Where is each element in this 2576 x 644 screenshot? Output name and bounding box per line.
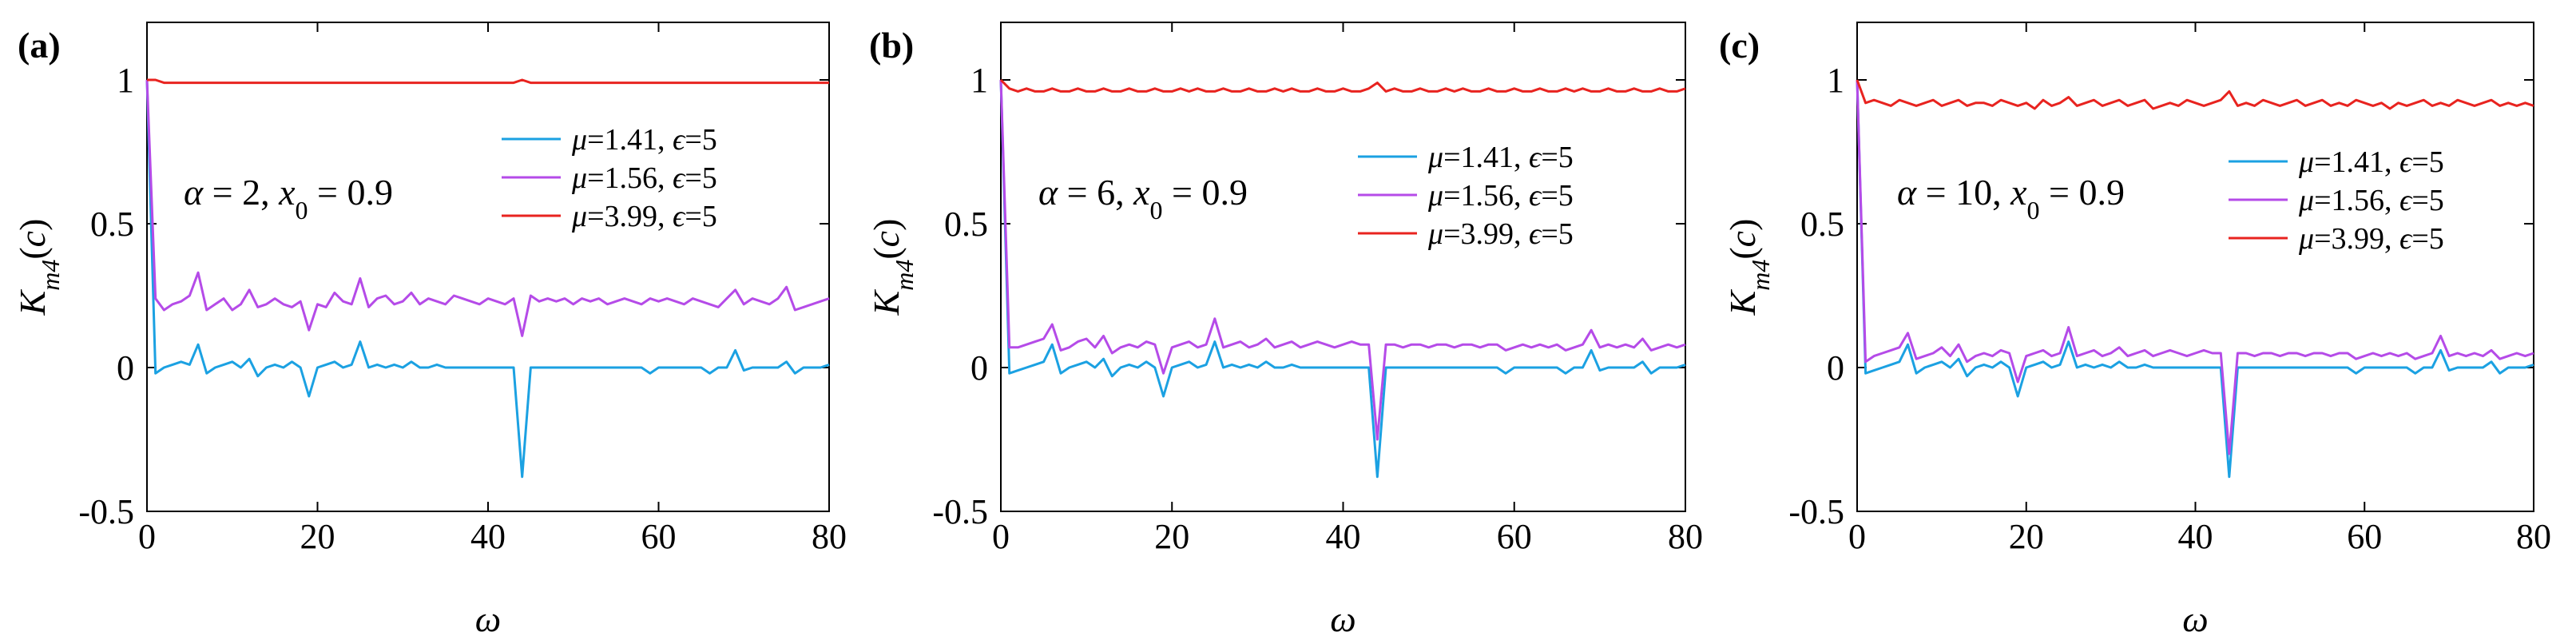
y-tick-label: 1 (117, 61, 134, 100)
y-tick-label: 0 (970, 348, 988, 388)
parameter-annotation: α = 6, x0 = 0.9 (1038, 172, 1248, 225)
legend-label: μ=3.99, ϵ=5 (2298, 222, 2444, 256)
plot-frame (146, 22, 830, 512)
y-tick-label: 0 (1827, 348, 1844, 388)
series-line-3 (147, 78, 829, 85)
legend-label: μ=3.99, ϵ=5 (571, 200, 717, 233)
x-tick-label: 20 (1154, 517, 1189, 556)
x-tick-label: 40 (2178, 517, 2213, 556)
x-tick-label: 80 (1668, 517, 1703, 556)
parameter-annotation: α = 2, x0 = 0.9 (184, 172, 393, 225)
y-tick-label: 1 (970, 61, 988, 100)
legend-label: μ=1.41, ϵ=5 (1427, 141, 1574, 174)
series-line-2 (1856, 79, 2534, 455)
plot-frame (1000, 22, 1686, 512)
x-axis-label: ω (1330, 598, 1355, 639)
y-tick-label: -0.5 (78, 492, 134, 531)
x-tick-label: 0 (1848, 517, 1866, 556)
y-tick-label: 0 (117, 348, 134, 388)
legend: μ=1.41, ϵ=5 μ=1.56, ϵ=5 μ=3.99, ϵ=5 (1358, 141, 1574, 251)
legend: μ=1.41, ϵ=5 μ=1.56, ϵ=5 μ=3.99, ϵ=5 (2229, 145, 2444, 256)
panel-label: (c) (1719, 25, 1760, 66)
panel-label: (b) (869, 25, 914, 66)
x-tick-label: 20 (300, 517, 335, 556)
y-tick-label: 1 (1827, 61, 1844, 100)
x-tick-label: 0 (138, 517, 156, 556)
y-axis-label: Km4(c) (866, 219, 919, 316)
series-line-2 (145, 79, 830, 337)
series-line-2 (999, 79, 1686, 441)
series-line-3 (1856, 79, 2534, 110)
y-tick-label: 0.5 (1800, 205, 1844, 244)
parameter-annotation: α = 10, x0 = 0.9 (1897, 172, 2125, 225)
x-tick-label: 40 (1326, 517, 1361, 556)
x-tick-label: 40 (470, 517, 506, 556)
legend-label: μ=1.56, ϵ=5 (2298, 184, 2444, 217)
legend-label: μ=1.56, ϵ=5 (1427, 179, 1574, 213)
x-tick-label: 60 (1497, 517, 1532, 556)
panel-label: (a) (18, 25, 61, 66)
legend-label: μ=1.41, ϵ=5 (571, 123, 717, 157)
series-line-1 (1856, 79, 2534, 479)
x-tick-label: 0 (992, 517, 1010, 556)
series-line-1 (145, 79, 830, 479)
legend-label: μ=3.99, ϵ=5 (1427, 217, 1574, 251)
x-tick-label: 60 (641, 517, 677, 556)
y-tick-label: -0.5 (932, 492, 988, 531)
x-axis-label: ω (475, 598, 501, 639)
x-tick-label: 20 (2009, 517, 2044, 556)
x-tick-label: 60 (2347, 517, 2382, 556)
x-tick-label: 80 (2516, 517, 2551, 556)
y-tick-label: 0.5 (944, 205, 988, 244)
y-axis-label: Km4(c) (12, 219, 65, 316)
legend: μ=1.41, ϵ=5 μ=1.56, ϵ=5 μ=3.99, ϵ=5 (502, 123, 717, 233)
series-line-3 (999, 78, 1686, 93)
y-tick-label: 0.5 (90, 205, 134, 244)
plot-frame (1856, 22, 2534, 512)
x-tick-label: 80 (812, 517, 847, 556)
legend-label: μ=1.41, ϵ=5 (2298, 145, 2444, 179)
y-tick-label: -0.5 (1788, 492, 1844, 531)
y-axis-label: Km4(c) (1722, 219, 1775, 316)
legend-label: μ=1.56, ϵ=5 (571, 161, 717, 195)
series-line-1 (999, 79, 1686, 479)
x-axis-label: ω (2182, 598, 2208, 639)
